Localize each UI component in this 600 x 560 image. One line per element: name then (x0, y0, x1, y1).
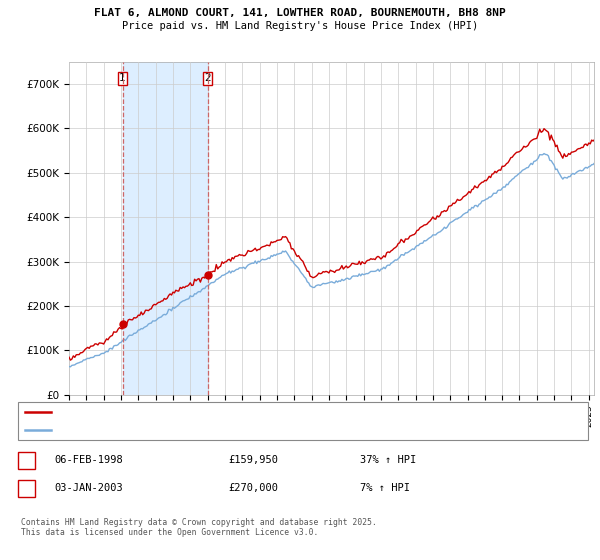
Text: 1: 1 (23, 455, 29, 465)
Text: £270,000: £270,000 (228, 483, 278, 493)
Text: 37% ↑ HPI: 37% ↑ HPI (360, 455, 416, 465)
Text: £159,950: £159,950 (228, 455, 278, 465)
Text: HPI: Average price, detached house, Bournemouth Christchurch and Poole: HPI: Average price, detached house, Bour… (56, 426, 424, 435)
Text: 03-JAN-2003: 03-JAN-2003 (54, 483, 123, 493)
Text: FLAT 6, ALMOND COURT, 141, LOWTHER ROAD, BOURNEMOUTH, BH8 8NP: FLAT 6, ALMOND COURT, 141, LOWTHER ROAD,… (94, 8, 506, 18)
Text: 1: 1 (119, 73, 126, 83)
Text: 2: 2 (205, 73, 211, 83)
Text: 7% ↑ HPI: 7% ↑ HPI (360, 483, 410, 493)
Text: 2: 2 (23, 483, 29, 493)
Text: FLAT 6, ALMOND COURT, 141, LOWTHER ROAD, BOURNEMOUTH, BH8 8NP (detached house): FLAT 6, ALMOND COURT, 141, LOWTHER ROAD,… (56, 408, 466, 417)
Text: Price paid vs. HM Land Registry's House Price Index (HPI): Price paid vs. HM Land Registry's House … (122, 21, 478, 31)
Text: Contains HM Land Registry data © Crown copyright and database right 2025.
This d: Contains HM Land Registry data © Crown c… (21, 518, 377, 538)
Bar (122, 62, 208, 395)
Text: 06-FEB-1998: 06-FEB-1998 (54, 455, 123, 465)
